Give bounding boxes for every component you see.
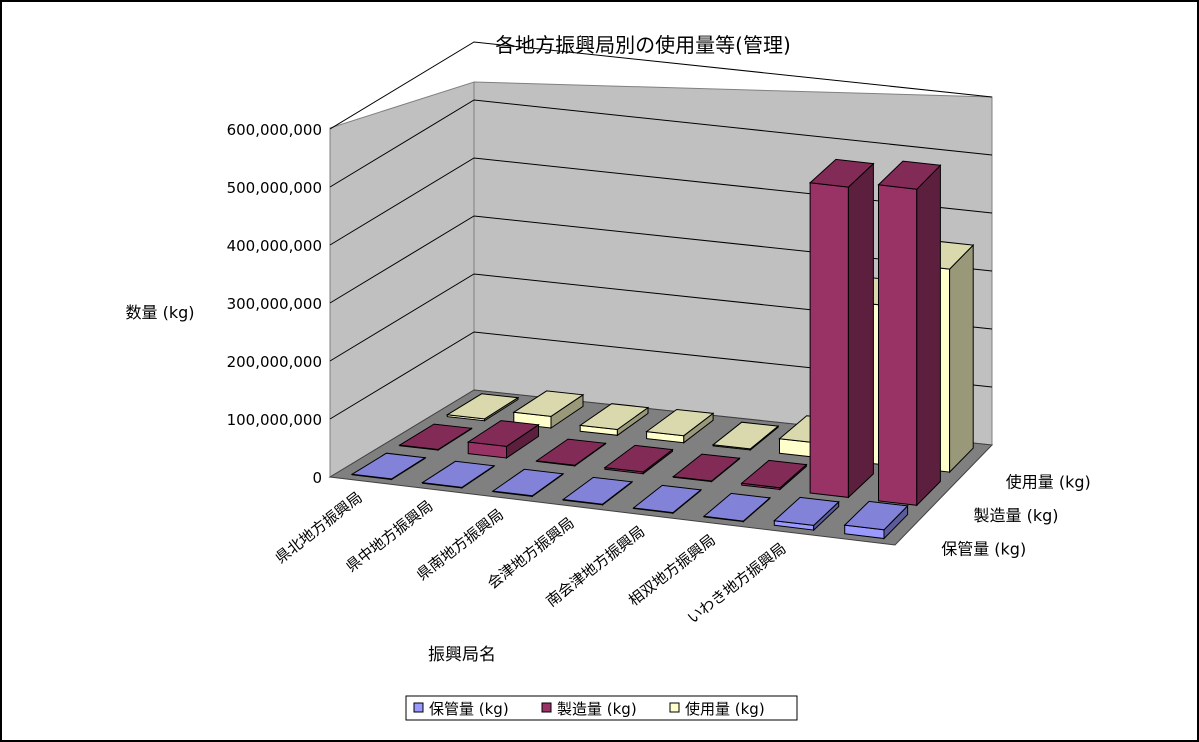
bar-side-face bbox=[916, 164, 941, 507]
bar-top-face bbox=[740, 459, 808, 489]
legend-label: 使用量 (kg) bbox=[685, 700, 765, 718]
bar-top-face bbox=[535, 438, 607, 466]
bar-1-3 bbox=[603, 444, 674, 475]
bar-top-face bbox=[561, 476, 634, 505]
y-tick-label: 0 bbox=[312, 469, 322, 487]
y-tick-label: 600,000,000 bbox=[227, 121, 322, 139]
series-depth-label: 製造量 (kg) bbox=[974, 506, 1059, 525]
legend-item: 保管量 (kg) bbox=[413, 700, 509, 718]
bar-1-2 bbox=[535, 438, 607, 467]
legend-swatch bbox=[413, 702, 424, 713]
bar-top-face bbox=[445, 393, 520, 420]
bar-0-7 bbox=[843, 500, 909, 540]
legend-box bbox=[405, 695, 798, 721]
bar-0-1 bbox=[421, 460, 496, 489]
bar-top-face bbox=[603, 444, 674, 473]
bar-2-2 bbox=[578, 403, 650, 437]
legend-items: 保管量 (kg) 製造量 (kg) 使用量 (kg) bbox=[413, 700, 765, 718]
bar-top-face bbox=[578, 403, 650, 431]
bar-top-face bbox=[843, 500, 909, 531]
bar-top-face bbox=[398, 423, 473, 451]
bar-1-4 bbox=[672, 453, 741, 483]
bar-top-face bbox=[672, 453, 741, 482]
bar-top-face bbox=[645, 408, 715, 437]
chart-title: 各地方振興局別の使用量等(管理) bbox=[495, 33, 791, 57]
bar-0-4 bbox=[632, 484, 703, 515]
bar-2-3 bbox=[645, 408, 715, 444]
gridline bbox=[329, 99, 993, 188]
bar-top-face bbox=[421, 460, 496, 488]
bar-0-6 bbox=[773, 496, 840, 532]
bar-0-2 bbox=[491, 468, 565, 498]
legend-swatch bbox=[669, 702, 680, 713]
y-tick-label: 200,000,000 bbox=[227, 353, 322, 371]
series-depth-label: 使用量 (kg) bbox=[1006, 473, 1091, 492]
bar-top-face bbox=[711, 421, 780, 450]
x-axis-label: 振興局名 bbox=[428, 645, 496, 665]
legend-label: 製造量 (kg) bbox=[557, 700, 637, 718]
bar-top-face bbox=[702, 492, 771, 522]
y-axis-label: 数量 (kg) bbox=[126, 303, 195, 322]
y-tick-label: 300,000,000 bbox=[227, 295, 322, 313]
bar-top-face bbox=[466, 420, 540, 447]
y-axis-ticks: 0 100,000,000 200,000,000 300,000,000 400,00… bbox=[227, 121, 322, 487]
bar-top-face bbox=[491, 468, 565, 497]
legend: 保管量 (kg) 製造量 (kg) 使用量 (kg) bbox=[405, 695, 798, 721]
legend-label: 保管量 (kg) bbox=[429, 700, 509, 718]
gridline bbox=[329, 41, 993, 130]
series-depth-labels: 保管量 (kg) 製造量 (kg) 使用量 (kg) bbox=[941, 473, 1091, 559]
bar-top-face bbox=[773, 496, 840, 526]
y-tick-label: 100,000,000 bbox=[227, 411, 322, 429]
bar-1-0 bbox=[398, 423, 473, 452]
bar-side-face bbox=[949, 243, 974, 474]
bar-1-7 bbox=[877, 160, 942, 507]
y-tick-label: 400,000,000 bbox=[227, 237, 322, 255]
bar-front-face bbox=[809, 182, 849, 498]
bar-top-face bbox=[808, 158, 875, 188]
bar-2-4 bbox=[711, 421, 780, 452]
bar-top-face bbox=[512, 390, 585, 417]
legend-swatch bbox=[541, 702, 552, 713]
bar-0-0 bbox=[350, 452, 427, 481]
bars bbox=[350, 158, 975, 540]
y-tick-label: 500,000,000 bbox=[227, 179, 322, 197]
bar-top-face bbox=[632, 484, 703, 514]
legend-item: 製造量 (kg) bbox=[541, 700, 637, 718]
bar-side-face bbox=[847, 162, 874, 499]
bar-2-0 bbox=[445, 393, 520, 422]
bar-1-6 bbox=[808, 158, 875, 499]
legend-item: 使用量 (kg) bbox=[669, 700, 765, 718]
series-depth-label: 保管量 (kg) bbox=[941, 539, 1026, 558]
bar-top-face bbox=[877, 160, 942, 190]
bar-front-face bbox=[878, 184, 918, 506]
bar-top-face bbox=[350, 452, 427, 480]
bar-1-1 bbox=[466, 420, 540, 459]
bar-0-3 bbox=[561, 476, 634, 506]
bar-1-5 bbox=[740, 459, 808, 491]
bar-0-5 bbox=[702, 492, 771, 523]
